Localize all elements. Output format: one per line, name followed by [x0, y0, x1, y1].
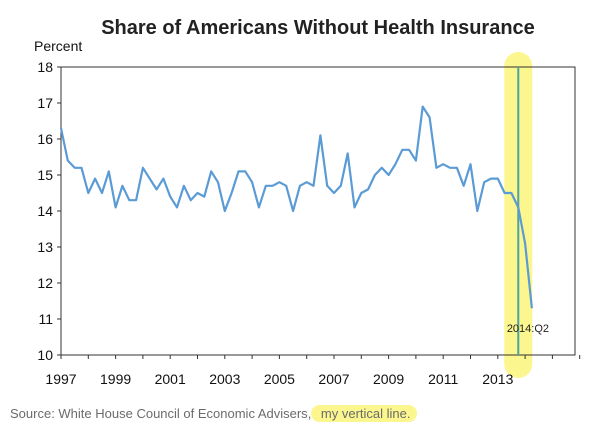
source-separator: , [307, 406, 312, 421]
y-tick-label: 14 [37, 203, 53, 219]
x-tick-label: 2001 [155, 371, 186, 387]
x-tick-label: 2013 [482, 371, 513, 387]
series-layer [59, 105, 533, 309]
y-tick-label: 16 [37, 131, 53, 147]
y-tick-label: 13 [37, 239, 53, 255]
source-text: Source: White House Council of Economic … [10, 406, 308, 421]
y-tick-label: 18 [37, 59, 53, 75]
x-tick-label: 1999 [100, 371, 131, 387]
chart-title: Share of Americans Without Health Insura… [101, 17, 535, 39]
x-tick-label: 2011 [428, 371, 458, 387]
source-highlight: my vertical line. [311, 405, 417, 422]
y-tick-label: 11 [38, 311, 53, 327]
y-tick-label: 10 [37, 347, 53, 363]
x-axis: 1997 1999 2001 2003 2005 2007 2009 2011 2013 [45, 355, 581, 387]
x-tick-label: 1997 [45, 371, 76, 387]
annotation-label: 2014:Q2 [507, 323, 549, 335]
y-tick-label: 12 [37, 275, 53, 291]
x-tick-label: 2003 [209, 371, 240, 387]
y-tick-label: 15 [37, 167, 53, 183]
x-tick-label: 2005 [264, 371, 295, 387]
annotation-layer: 2014:Q2 [507, 323, 549, 335]
y-axis: 10 11 12 13 14 15 16 17 18 [37, 59, 61, 363]
series-line [59, 105, 533, 309]
y-axis-label: Percent [34, 38, 82, 54]
plot-frame [60, 66, 576, 356]
x-tick-label: 2007 [318, 371, 349, 387]
source-note: Source: White House Council of Economic … [10, 405, 417, 422]
x-tick-label: 2009 [373, 371, 404, 387]
y-tick-label: 17 [37, 95, 53, 111]
